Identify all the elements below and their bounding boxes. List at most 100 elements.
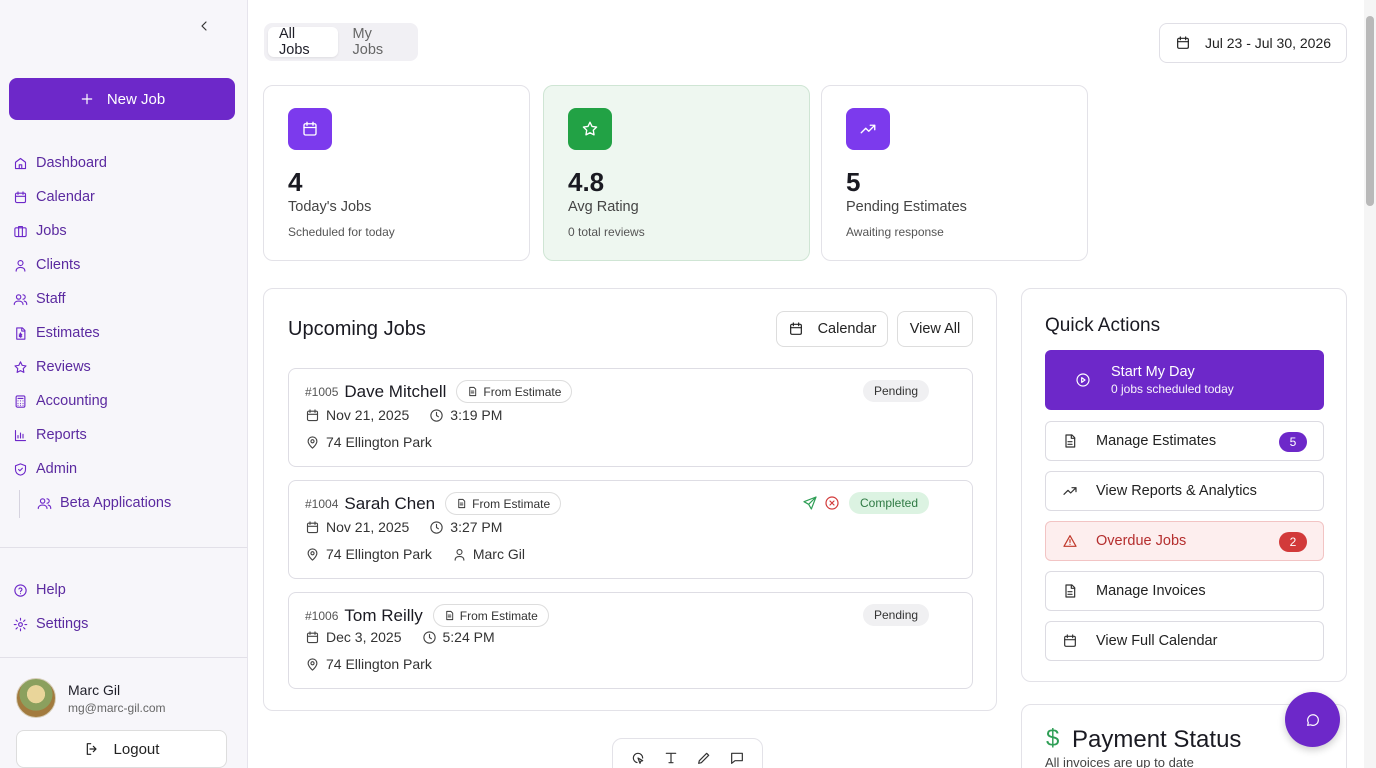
send-icon[interactable] [802,495,818,511]
calendar-icon [1177,36,1189,49]
chat-button[interactable] [1285,692,1340,747]
logout-button[interactable]: Logout [16,730,227,768]
overdue-jobs-button[interactable]: Overdue Jobs 2 [1045,521,1324,561]
alert-triangle-icon [1063,535,1077,547]
job-location: 74 Ellington Park [305,656,432,672]
sidebar-item-dashboard[interactable]: Dashboard [0,146,247,180]
pencil-icon[interactable] [696,750,712,766]
job-number: #1006 [305,608,339,623]
scrollbar[interactable] [1364,0,1376,768]
sidebar: New Job Dashboard Calendar Jobs Clients … [0,0,248,768]
new-job-label: New Job [106,90,166,108]
job-card[interactable]: #1006 Tom Reilly From Estimate Pending D… [288,592,973,689]
clock-icon [422,630,436,644]
stat-card-pending-estimates[interactable]: 5 Pending Estimates Awaiting response [821,85,1088,261]
manage-invoices-button[interactable]: Manage Invoices [1045,571,1324,611]
quick-action-label: Manage Estimates [1096,433,1217,449]
file-dollar-icon [16,326,26,340]
job-client-name: Tom Reilly [344,605,423,625]
tab-all-jobs[interactable]: All Jobs [268,26,338,58]
job-date: Dec 3, 2025 [326,629,402,645]
sidebar-item-calendar[interactable]: Calendar [0,180,247,214]
sidebar-item-reports[interactable]: Reports [0,418,247,452]
stat-card-avg-rating[interactable]: 4.8 Avg Rating 0 total reviews [543,85,810,261]
upcoming-jobs-title: Upcoming Jobs [288,318,426,340]
trending-up-icon [1063,487,1077,495]
sidebar-item-beta-applications[interactable]: Beta Applications [0,486,247,520]
sidebar-item-accounting[interactable]: Accounting [0,384,247,418]
status-badge: Pending [863,604,930,626]
calendar-icon [306,630,319,643]
quick-actions-title: Quick Actions [1045,315,1161,336]
job-header: #1005 Dave Mitchell From Estimate [305,380,573,403]
sidebar-item-settings[interactable]: Settings [0,607,247,641]
stat-value: 4.8 [568,167,605,197]
calendar-icon [306,408,319,421]
stat-value: 4 [288,167,303,197]
sidebar-item-label: Reviews [36,359,91,375]
job-card[interactable]: #1005 Dave Mitchell From Estimate Pendin… [288,368,973,467]
new-job-button[interactable]: New Job [9,78,235,120]
file-icon [446,610,453,621]
sidebar-item-help[interactable]: Help [0,573,247,607]
sidebar-item-admin[interactable]: Admin [0,452,247,486]
clock-icon [430,408,443,422]
tab-my-jobs[interactable]: My Jobs [352,26,384,58]
view-full-calendar-button[interactable]: View Full Calendar [1045,621,1324,661]
job-time: 5:24 PM [442,629,495,645]
job-address: 74 Ellington Park [326,546,432,562]
star-icon [582,121,598,136]
calendar-icon [789,322,802,335]
avatar [16,678,56,718]
view-all-label: View All [909,321,961,337]
user-email: mg@marc-gil.com [68,700,166,715]
sidebar-item-label: Dashboard [36,155,107,171]
stat-label: Avg Rating [568,199,639,215]
chat-bubble-icon [1306,713,1319,726]
manage-estimates-button[interactable]: Manage Estimates 5 [1045,421,1324,461]
count-badge: 2 [1279,532,1307,552]
job-header: #1006 Tom Reilly From Estimate [305,604,549,627]
collapse-sidebar-button[interactable] [196,18,216,38]
start-my-day-button[interactable]: Start My Day 0 jobs scheduled today [1045,350,1324,410]
calendar-icon [303,121,317,136]
quick-action-label: View Reports & Analytics [1096,483,1257,499]
job-card[interactable]: #1004 Sarah Chen From Estimate Completed… [288,480,973,579]
view-reports-button[interactable]: View Reports & Analytics [1045,471,1324,511]
date-range-picker[interactable]: Jul 23 - Jul 30, 2026 [1159,23,1347,63]
scrollbar-thumb[interactable] [1366,16,1374,206]
cancel-circle-icon[interactable] [824,495,840,511]
sidebar-item-estimates[interactable]: Estimates [0,316,247,350]
view-all-button[interactable]: View All [897,311,973,347]
select-tool-icon[interactable] [630,750,646,766]
sidebar-item-reviews[interactable]: Reviews [0,350,247,384]
user-profile[interactable]: Marc Gil mg@marc-gil.com [16,678,166,718]
sidebar-item-clients[interactable]: Clients [0,248,247,282]
file-icon [1065,434,1076,448]
job-tag-label: From Estimate [459,608,538,623]
sidebar-item-label: Settings [36,616,89,632]
submenu-line [19,490,20,518]
text-tool-icon[interactable] [663,750,679,766]
sidebar-bottom-nav: Help Settings [0,573,247,641]
calendar-button[interactable]: Calendar [776,311,888,347]
map-pin-icon [307,435,318,449]
calculator-icon [15,394,26,408]
status-badge: Completed [849,492,930,514]
shield-check-icon [14,462,27,476]
sidebar-item-label: Calendar [36,189,95,205]
job-client-name: Dave Mitchell [344,381,447,401]
users-icon [37,497,52,509]
comment-icon[interactable] [729,750,745,766]
start-my-day-subtext: 0 jobs scheduled today [1111,382,1234,396]
job-number: #1004 [305,496,339,511]
job-number: #1005 [305,384,339,399]
stat-icon-box [288,108,332,150]
sidebar-item-staff[interactable]: Staff [0,282,247,316]
quick-action-label: View Full Calendar [1096,633,1218,649]
stat-card-todays-jobs[interactable]: 4 Today's Jobs Scheduled for today [263,85,530,261]
sidebar-item-jobs[interactable]: Jobs [0,214,247,248]
job-location: 74 Ellington Park Marc Gil [305,546,525,562]
quick-action-label: Overdue Jobs [1096,533,1187,549]
sidebar-divider [0,547,247,548]
